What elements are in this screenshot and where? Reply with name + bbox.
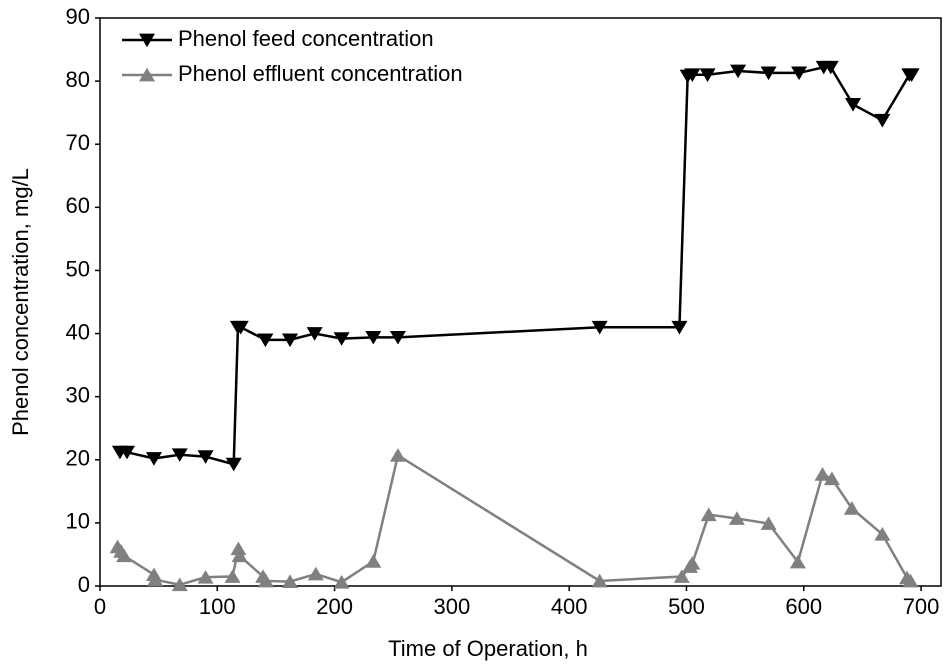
marker — [116, 548, 133, 563]
marker — [823, 471, 840, 486]
marker — [789, 554, 806, 569]
marker — [306, 327, 323, 341]
marker — [230, 541, 247, 556]
marker — [874, 527, 891, 541]
x-axis-label: Time of Operation, h — [388, 636, 588, 661]
marker — [730, 64, 747, 79]
marker — [902, 573, 919, 588]
series-line — [119, 65, 912, 466]
marker — [389, 330, 406, 345]
marker — [197, 450, 214, 464]
legend-label: Phenol effluent concentration — [178, 61, 463, 86]
series-line — [116, 453, 912, 587]
marker — [699, 68, 716, 82]
marker — [874, 113, 891, 128]
marker — [225, 457, 242, 472]
plot-frame — [99, 17, 942, 587]
marker — [684, 556, 701, 570]
legend-marker — [139, 33, 155, 48]
marker — [760, 516, 777, 530]
marker — [822, 60, 839, 75]
marker — [333, 575, 350, 589]
marker — [171, 448, 188, 462]
y-tick-label: 10 — [66, 509, 90, 534]
marker — [814, 467, 831, 481]
marker — [903, 68, 920, 82]
marker — [673, 569, 690, 583]
marker — [224, 569, 241, 583]
marker — [389, 448, 406, 462]
y-axis-label: Phenol concentration, mg/L — [8, 168, 33, 436]
x-tick-label: 0 — [94, 594, 106, 619]
marker — [231, 548, 248, 563]
marker — [282, 574, 299, 588]
y-tick-label: 90 — [66, 4, 90, 29]
marker — [591, 573, 608, 588]
legend-label: Phenol feed concentration — [178, 26, 434, 51]
y-tick-label: 40 — [66, 319, 90, 344]
marker — [307, 566, 324, 581]
y-tick-label: 0 — [78, 572, 90, 597]
x-tick-label: 200 — [316, 594, 353, 619]
marker — [365, 330, 382, 345]
marker — [671, 320, 688, 335]
marker — [591, 320, 608, 335]
marker — [197, 569, 214, 584]
marker — [145, 452, 162, 466]
y-tick-label: 20 — [66, 446, 90, 471]
marker — [257, 333, 274, 348]
x-tick-label: 300 — [434, 594, 471, 619]
marker — [282, 333, 299, 348]
marker — [118, 445, 135, 460]
marker — [171, 577, 188, 592]
marker — [791, 66, 808, 81]
y-tick-label: 80 — [66, 67, 90, 92]
legend-marker — [139, 67, 155, 82]
marker — [760, 66, 777, 81]
y-tick-label: 50 — [66, 256, 90, 281]
y-tick-label: 30 — [66, 382, 90, 407]
marker — [333, 332, 350, 346]
marker — [843, 501, 860, 515]
x-tick-label: 600 — [785, 594, 822, 619]
marker — [147, 572, 164, 587]
x-tick-label: 400 — [551, 594, 588, 619]
x-tick-label: 100 — [199, 594, 236, 619]
marker — [845, 98, 862, 112]
y-tick-label: 70 — [66, 130, 90, 155]
marker — [232, 320, 249, 335]
y-tick-label: 60 — [66, 193, 90, 218]
marker — [728, 511, 745, 525]
marker — [684, 68, 701, 82]
x-tick-label: 700 — [903, 594, 940, 619]
marker — [365, 554, 382, 568]
x-tick-label: 500 — [668, 594, 705, 619]
marker — [700, 507, 717, 522]
marker — [257, 573, 274, 588]
